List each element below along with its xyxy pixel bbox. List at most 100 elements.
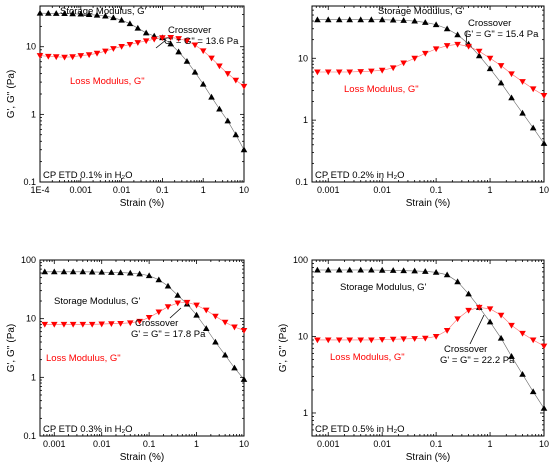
x-tick-label: 10 <box>239 185 249 195</box>
loss-point <box>411 55 418 62</box>
loss-point <box>231 324 238 331</box>
loss-point <box>240 327 248 334</box>
loss-point <box>508 71 515 78</box>
x-tick-label: 0.001 <box>43 439 66 449</box>
storage-point <box>368 266 375 273</box>
loss-point <box>529 86 537 93</box>
storage-point <box>164 282 172 289</box>
storage-point <box>69 10 76 17</box>
storage-point <box>77 10 85 17</box>
loss-point <box>175 36 182 42</box>
x-tick-label: 0.01 <box>373 439 391 449</box>
storage-point <box>85 11 93 18</box>
loss-point <box>378 337 386 343</box>
loss-point <box>212 313 219 320</box>
storage-point <box>60 268 68 275</box>
series-storage-modulus <box>314 266 548 411</box>
loss-point <box>224 71 232 77</box>
loss-point <box>110 46 117 52</box>
series-line <box>317 19 545 144</box>
x-tick-label: 0.1 <box>430 439 443 449</box>
loss-point <box>202 307 210 314</box>
loss-point <box>208 55 215 62</box>
storage-point <box>69 268 77 275</box>
x-tick-label: 0.001 <box>317 439 340 449</box>
storage-point <box>314 16 321 23</box>
storage-point <box>411 17 418 24</box>
y-tick-label: 10 <box>26 314 36 324</box>
crossover-title: Crossover <box>168 25 211 36</box>
series-line <box>317 44 545 96</box>
loss-point <box>421 335 429 342</box>
y-tick-label: 10 <box>26 42 36 52</box>
storage-point <box>118 16 125 23</box>
loss-point <box>93 50 101 57</box>
storage-point <box>240 376 248 382</box>
storage-point <box>240 146 248 153</box>
loss-point <box>465 307 472 314</box>
storage-point <box>443 271 451 278</box>
storage-point <box>443 25 451 32</box>
storage-point <box>346 16 354 23</box>
x-tick-label: 1 <box>488 185 493 195</box>
loss-point <box>191 42 199 49</box>
storage-point <box>475 52 483 59</box>
plot-frame <box>39 5 245 183</box>
storage-point <box>208 93 215 100</box>
loss-point <box>378 67 386 74</box>
loss-point <box>411 336 418 342</box>
loss-point <box>155 309 163 316</box>
loss-point <box>52 54 60 61</box>
loss-point <box>324 337 332 344</box>
loss-point <box>98 321 106 328</box>
loss-point <box>519 79 526 85</box>
y-tick-label: 0.1 <box>295 177 308 187</box>
loss-point <box>432 334 440 340</box>
storage-point <box>411 267 418 274</box>
loss-point <box>324 69 332 76</box>
loss-point <box>174 300 181 307</box>
storage-point <box>145 272 153 279</box>
loss-point <box>150 36 158 43</box>
loss-point <box>193 302 200 309</box>
x-axis-label: Strain (%) <box>120 198 164 209</box>
storage-point <box>454 31 461 38</box>
x-tick-label: 0.001 <box>317 185 340 195</box>
x-axis-label: Strain (%) <box>120 452 164 463</box>
x-tick-label: 10 <box>539 439 549 449</box>
crossover-leader-line <box>465 30 468 46</box>
loss-point <box>85 52 93 59</box>
storage-point <box>36 9 44 16</box>
loss-point <box>232 77 240 84</box>
storage-point <box>231 364 238 371</box>
loss-point <box>486 306 494 313</box>
loss-point <box>508 322 515 329</box>
crossover-value: G' = G" = 17.8 Pa <box>131 329 206 340</box>
storage-point <box>519 109 526 116</box>
series-line <box>317 269 545 409</box>
loss-point <box>432 46 440 53</box>
panel-3: 0.001 0.01 0.1 1 10 0.1 1 10 100 Strain (%) G', G'… <box>6 255 249 463</box>
crossover-value: G' = G" = 15.4 Pa <box>464 29 539 40</box>
storage-point <box>335 266 343 273</box>
loss-point <box>389 65 397 72</box>
storage-modulus-label: Storage Modulus, G' <box>60 6 146 17</box>
storage-point <box>508 94 515 101</box>
storage-point <box>126 20 134 27</box>
loss-point <box>346 337 354 344</box>
x-axis-label: Strain (%) <box>406 198 450 209</box>
storage-point <box>52 10 60 16</box>
loss-point <box>475 48 483 55</box>
sample-label: CP ETD 0.5% in H₂O <box>315 424 405 435</box>
loss-point <box>88 321 96 328</box>
storage-modulus-label: Storage Modulus, G' <box>54 296 140 307</box>
storage-point <box>497 334 505 341</box>
storage-point <box>193 311 200 318</box>
storage-point <box>108 269 115 275</box>
y-axis-label: G', G'' (Pa) <box>278 324 289 373</box>
storage-point <box>142 29 150 36</box>
storage-point <box>357 16 365 23</box>
loss-modulus-label: Loss Modulus, G" <box>330 352 405 363</box>
storage-point <box>497 79 505 86</box>
loss-point <box>134 40 142 46</box>
